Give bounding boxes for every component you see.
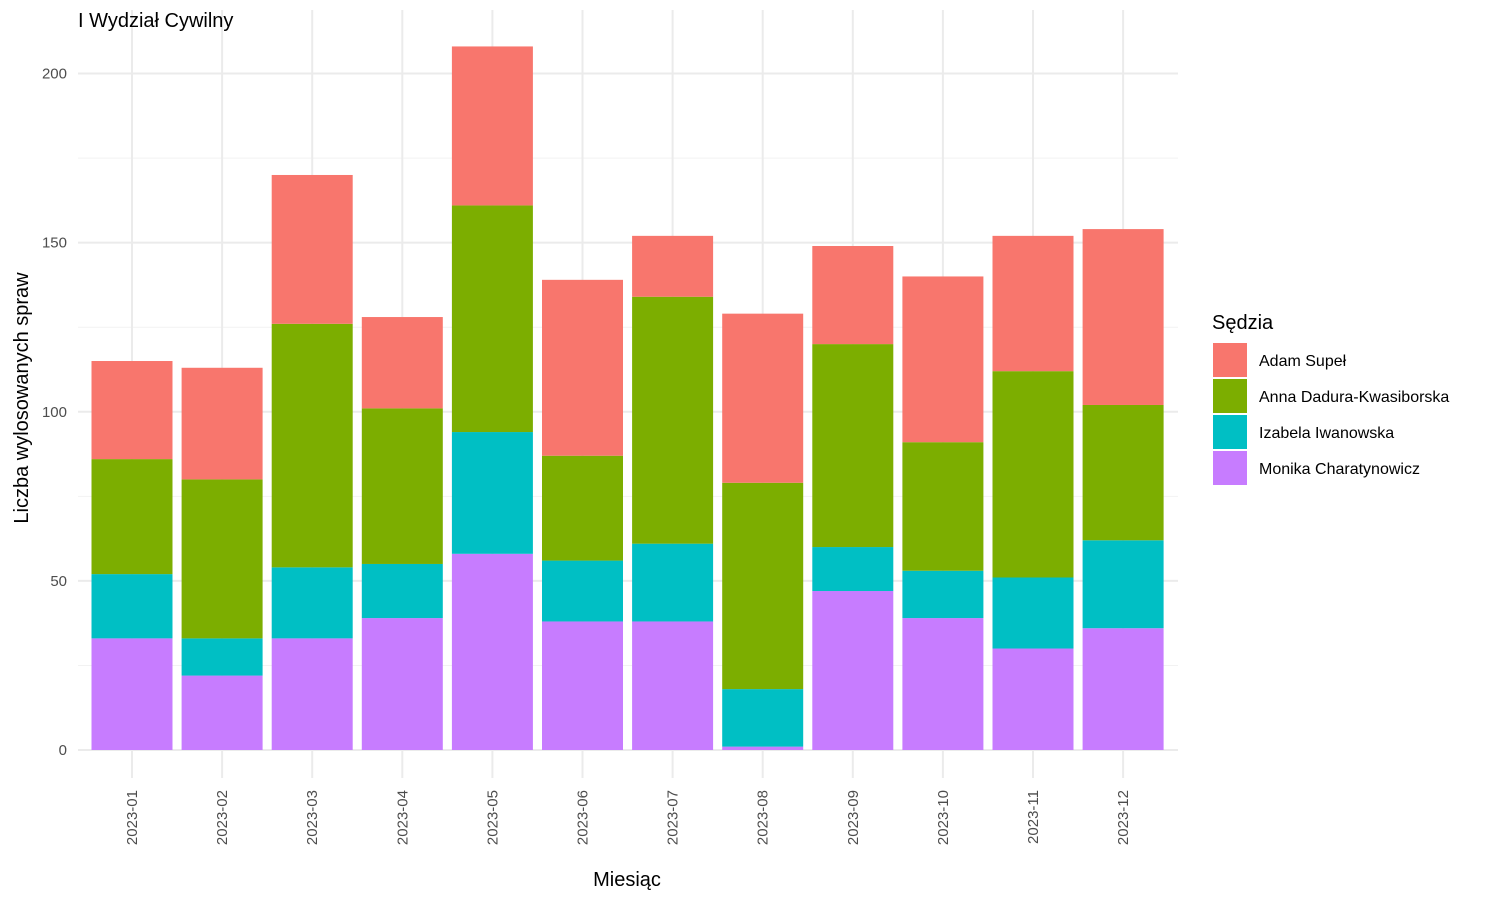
bar-segment	[91, 638, 173, 750]
bar-segment	[451, 46, 533, 206]
bar-segment	[812, 246, 894, 345]
bar-segment	[271, 567, 353, 639]
bar-segment	[181, 479, 263, 639]
x-tick-label: 2023-12	[1115, 790, 1132, 845]
bar-segment	[812, 591, 894, 750]
bar-segment	[451, 205, 533, 433]
bar-segment	[902, 570, 984, 619]
bar-segment	[1082, 540, 1164, 629]
legend-label: Anna Dadura-Kwasiborska	[1259, 389, 1449, 406]
legend-swatch	[1213, 343, 1247, 377]
bar-segment	[542, 560, 623, 622]
legend-swatch	[1213, 415, 1247, 449]
bar-segment	[722, 482, 804, 690]
y-tick-label: 50	[50, 573, 67, 590]
bar-segment	[992, 371, 1074, 578]
x-tick-label: 2023-07	[665, 790, 682, 845]
y-axis-ticks: 0 50 100 150 200	[42, 66, 67, 760]
y-tick-label: 200	[42, 66, 67, 83]
bar-segment	[361, 618, 443, 750]
x-tick-label: 2023-02	[214, 790, 231, 845]
bar-segment	[992, 577, 1074, 649]
x-tick-label: 2023-10	[935, 790, 952, 845]
bar-segment	[271, 174, 353, 324]
bar-segment	[1082, 628, 1164, 750]
bar-segment	[91, 574, 173, 639]
x-tick-label: 2023-01	[124, 790, 141, 845]
x-tick-label: 2023-04	[394, 790, 411, 845]
bar-segment	[451, 432, 533, 554]
bar-segment	[902, 276, 984, 443]
legend-title: Sędzia	[1212, 312, 1274, 334]
bar-segment	[361, 317, 443, 409]
x-tick-label: 2023-09	[845, 790, 862, 845]
bar-segment	[812, 344, 894, 548]
bar-segment	[632, 621, 714, 750]
bar-segment	[1082, 404, 1164, 541]
bar-segment	[451, 553, 533, 750]
bar-segment	[542, 455, 623, 561]
bar-segment	[542, 621, 623, 750]
bar-segment	[992, 235, 1074, 372]
y-tick-label: 0	[59, 742, 67, 759]
bar-segment	[542, 279, 623, 456]
bar-segment	[91, 459, 173, 575]
bar-segment	[181, 675, 263, 750]
bar-segment	[722, 313, 804, 483]
legend-items: Adam Supeł Anna Dadura-Kwasiborska Izabela…	[1213, 343, 1449, 485]
x-tick-label: 2023-03	[304, 790, 321, 845]
bar-segment	[271, 323, 353, 568]
bar-segment	[902, 618, 984, 750]
x-tick-label: 2023-05	[484, 790, 501, 845]
x-axis-title: Miesiąc	[593, 869, 661, 891]
bar-segment	[902, 442, 984, 571]
chart-title: I Wydział Cywilny	[78, 10, 233, 32]
bar-segment	[632, 235, 714, 297]
bar-segment	[91, 361, 173, 460]
x-tick-label: 2023-11	[1025, 790, 1042, 844]
bar-segment	[271, 638, 353, 750]
y-tick-label: 100	[42, 404, 67, 421]
y-axis-title: Liczba wylosowanych spraw	[11, 272, 33, 524]
legend-label: Adam Supeł	[1259, 353, 1347, 370]
x-tick-label: 2023-08	[755, 790, 772, 845]
bar-segment	[812, 547, 894, 592]
bar-segment	[722, 689, 804, 747]
x-axis-ticks: 2023-01 2023-02 2023-03 2023-04 2023-05 2023-…	[124, 790, 1132, 845]
bars	[91, 46, 1164, 750]
legend-swatch	[1213, 451, 1247, 485]
y-tick-label: 150	[42, 235, 67, 252]
bar-segment	[361, 408, 443, 564]
bar-segment	[181, 367, 263, 480]
legend-label: Monika Charatynowicz	[1259, 461, 1420, 478]
bar-segment	[722, 746, 804, 750]
bar-segment	[992, 648, 1074, 750]
legend-swatch	[1213, 379, 1247, 413]
bar-segment	[632, 543, 714, 622]
bar-segment	[181, 638, 263, 676]
bar-segment	[632, 296, 714, 544]
legend: Sędzia Adam Supeł Anna Dadura-Kwasiborska…	[1212, 312, 1449, 485]
bar-segment	[1082, 229, 1164, 405]
x-tick-label: 2023-06	[575, 790, 592, 845]
bar-segment	[361, 563, 443, 619]
legend-label: Izabela Iwanowska	[1259, 425, 1394, 442]
